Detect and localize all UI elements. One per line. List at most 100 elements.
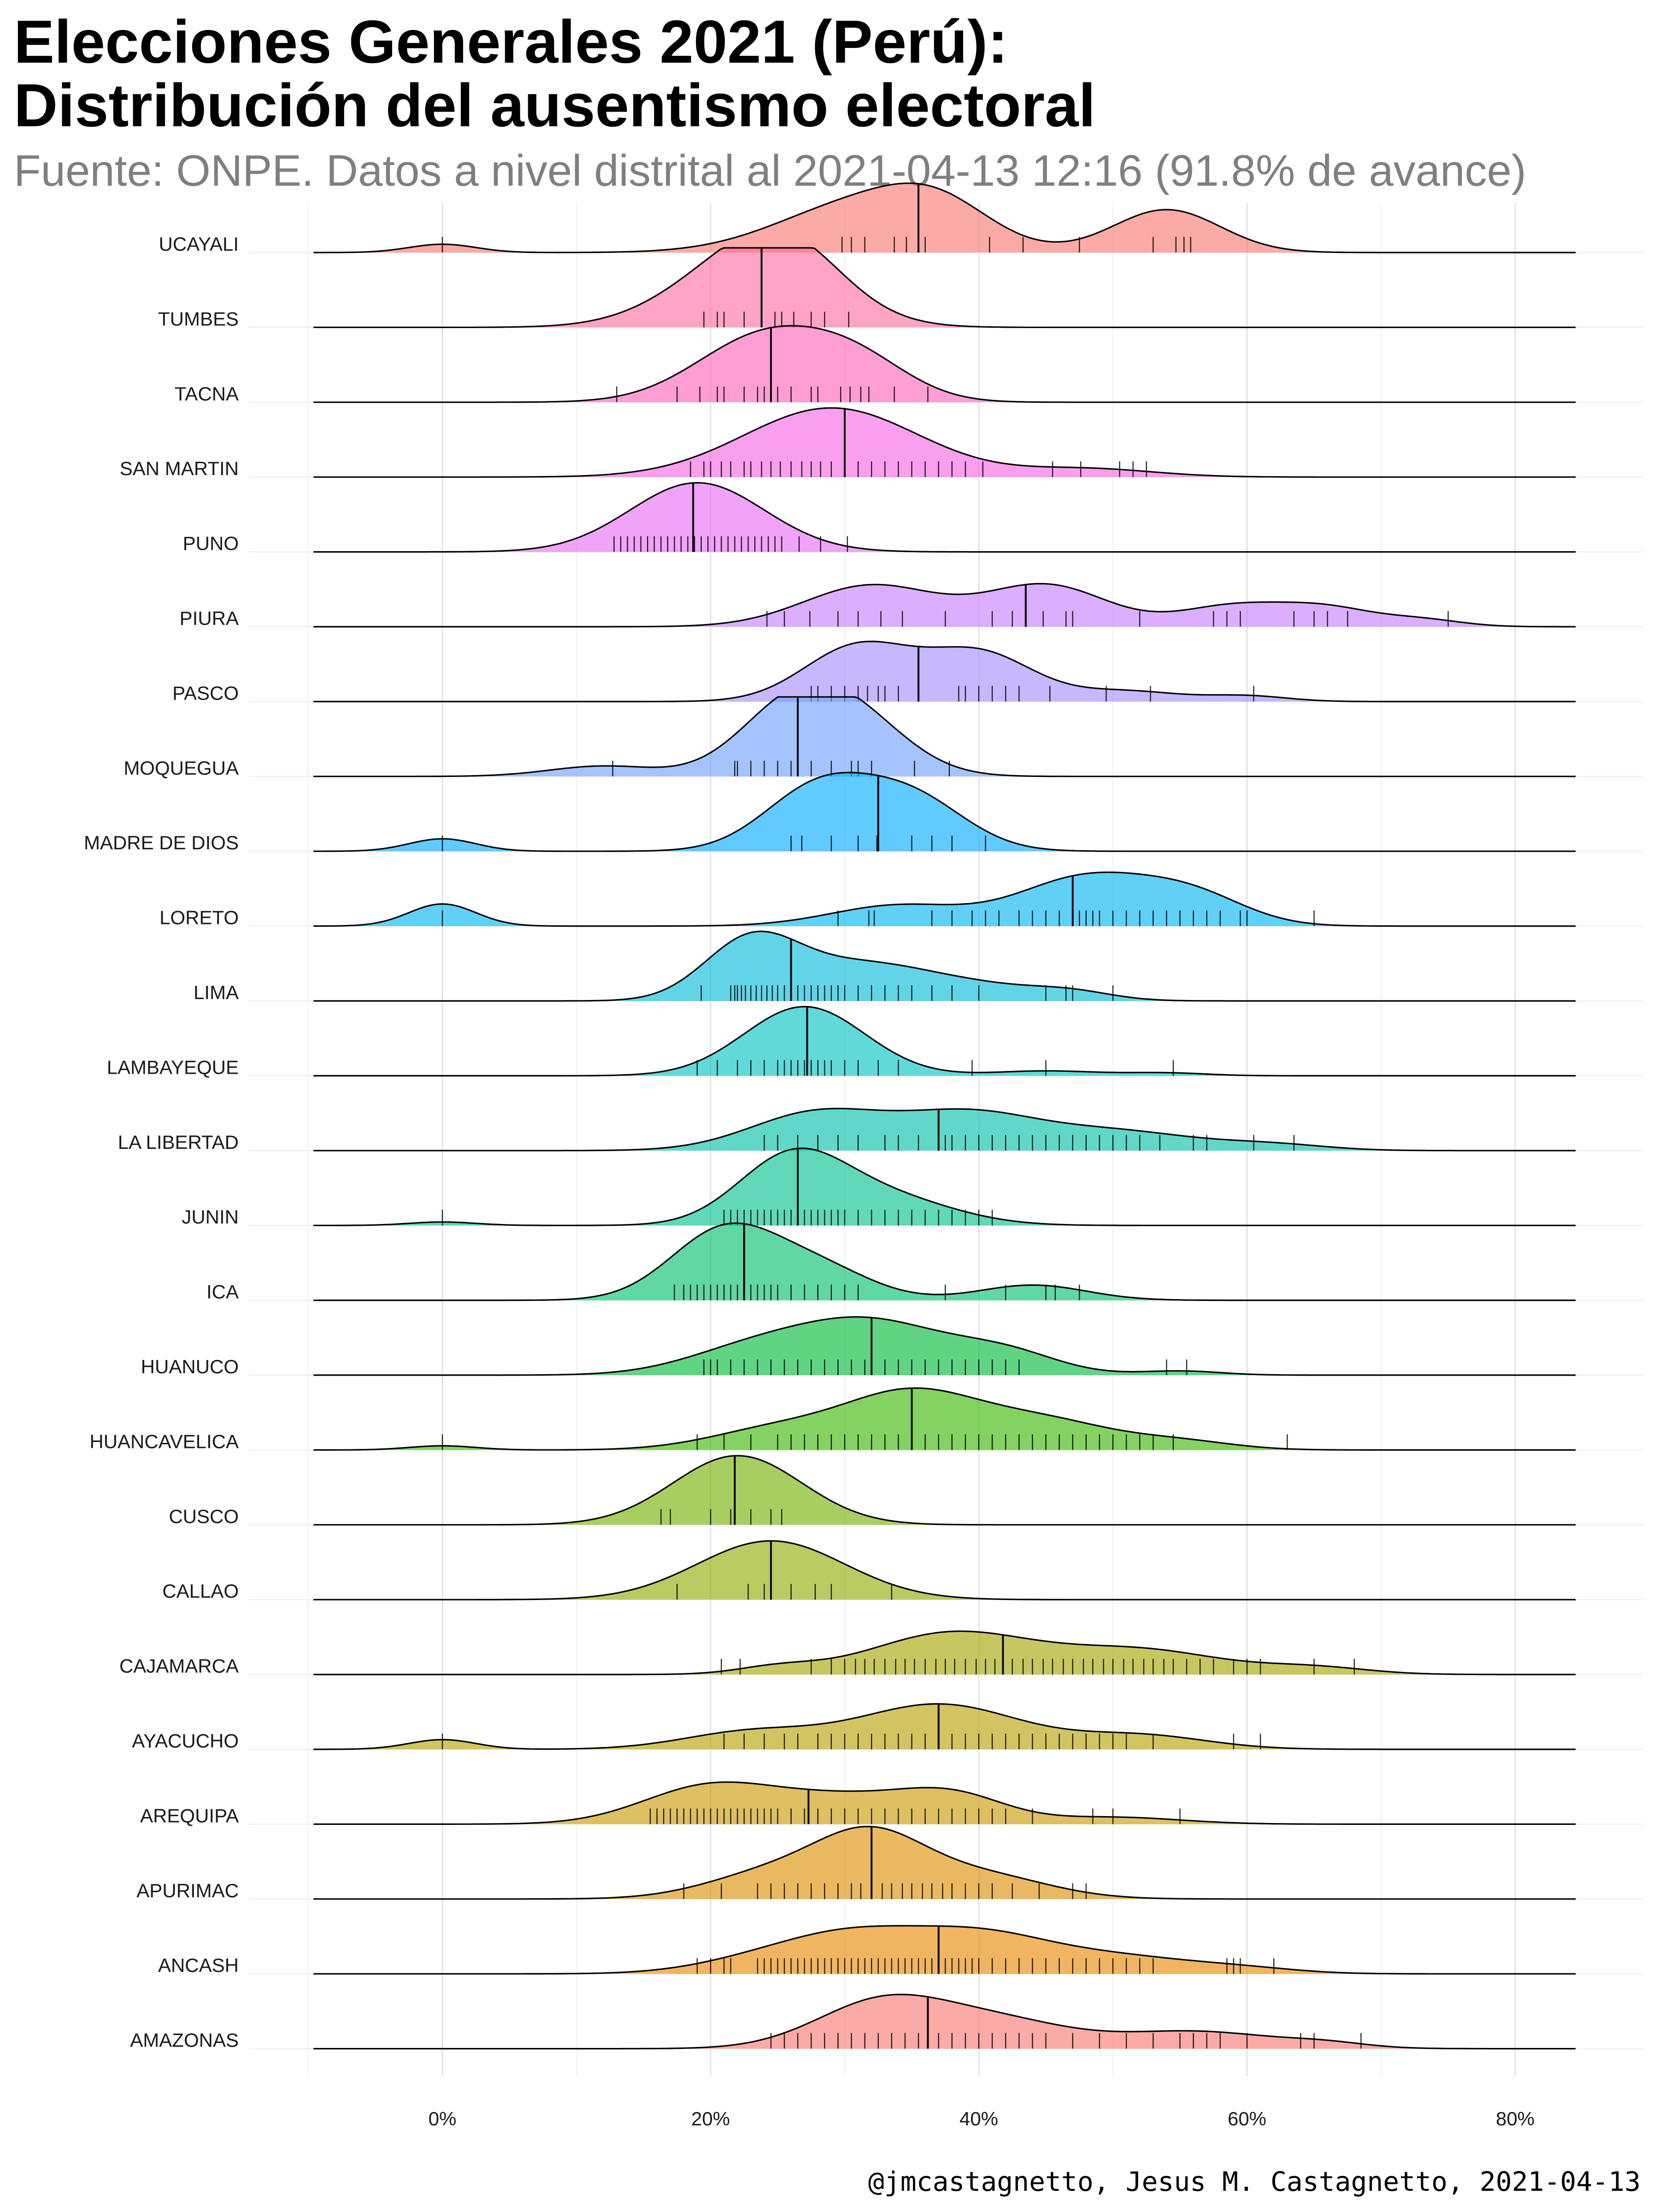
density-area (315, 583, 1576, 627)
density-outline (315, 407, 1576, 478)
density-area (315, 872, 1576, 926)
density-outline (315, 1316, 1576, 1376)
row-label: AREQUIPA (140, 1805, 239, 1826)
density-area (315, 1455, 1576, 1525)
row-label: APURIMAC (136, 1880, 239, 1901)
title-line-1: Elecciones Generales 2021 (Perú): (14, 8, 1008, 76)
density-outline (315, 1925, 1576, 1975)
density-outline (315, 182, 1576, 253)
ridge-cajamarca: CAJAMARCA (119, 1630, 1643, 1677)
row-label: MOQUEGUA (124, 757, 239, 779)
ridge-tumbes: TUMBES (158, 247, 1643, 329)
row-label: HUANUCO (141, 1356, 239, 1377)
ridge-lima: LIMA (194, 930, 1643, 1003)
ridge-cusco: CUSCO (169, 1455, 1643, 1527)
row-label: ICA (206, 1281, 239, 1303)
density-outline (315, 771, 1576, 852)
x-tick-label: 20% (691, 2108, 730, 2130)
density-area (315, 1006, 1576, 1076)
title-line-2: Distribución del ausentismo electoral (14, 71, 1096, 139)
density-outline (315, 696, 1576, 777)
density-area (315, 1704, 1576, 1749)
density-area (315, 247, 1576, 328)
density-area (315, 1108, 1576, 1151)
x-axis: 0% 20% 40% 60% 80% (429, 2108, 1535, 2130)
row-label: AMAZONAS (130, 2030, 239, 2051)
density-outline (315, 1455, 1576, 1526)
density-area (315, 697, 1576, 777)
row-label: LIMA (194, 982, 239, 1003)
row-label: UCAYALI (159, 233, 239, 255)
ridge-lambayeque: LAMBAYEQUE (107, 1006, 1643, 1078)
x-tick-label: 60% (1228, 2108, 1266, 2130)
row-label: SAN MARTIN (120, 458, 239, 479)
ridge-piura: PIURA (180, 582, 1643, 629)
density-area (315, 1388, 1576, 1450)
density-outline (315, 1107, 1576, 1152)
row-label: TUMBES (158, 308, 239, 329)
row-label: PIURA (180, 607, 239, 629)
density-outline (315, 325, 1576, 403)
density-outline (315, 482, 1576, 553)
density-outline (315, 1147, 1576, 1226)
density-area (315, 772, 1576, 852)
ridge-la-libertad: LA LIBERTAD (118, 1107, 1643, 1153)
ridge-ucayali: UCAYALI (159, 182, 1643, 255)
row-label: LORETO (159, 907, 239, 929)
density-area (315, 482, 1576, 552)
x-tick-label: 80% (1496, 2108, 1535, 2130)
ridges: UCAYALI TUMBES TACNA SAN MARTIN PUNO PIURA PAS… (84, 182, 1643, 2051)
ridge-moquegua: MOQUEGUA (124, 696, 1643, 779)
row-label: PASCO (172, 682, 239, 704)
density-outline (315, 1387, 1576, 1451)
density-area (315, 183, 1576, 253)
density-area (315, 1148, 1576, 1226)
ridge-junin: JUNIN (182, 1147, 1643, 1228)
row-label: CUSCO (169, 1506, 239, 1527)
ridgeline-chart: UCAYALI TUMBES TACNA SAN MARTIN PUNO PIURA PAS… (84, 182, 1643, 2130)
density-outline (315, 582, 1576, 628)
density-area (315, 931, 1576, 1001)
density-area (315, 408, 1576, 477)
density-outline (315, 1006, 1576, 1077)
chart-title: Elecciones Generales 2021 (Perú): Distri… (14, 10, 1095, 137)
row-label: TACNA (175, 383, 239, 405)
ridge-ayacucho: AYACUCHO (132, 1703, 1643, 1752)
density-outline (315, 871, 1576, 927)
ridge-puno: PUNO (183, 482, 1643, 554)
ridge-tacna: TACNA (175, 325, 1643, 405)
ridge-huancavelica: HUANCAVELICA (89, 1387, 1643, 1452)
density-area (315, 1994, 1576, 2049)
ridge-san-martin: SAN MARTIN (120, 407, 1643, 479)
density-outline (315, 1630, 1576, 1676)
row-label: HUANCAVELICA (89, 1430, 239, 1452)
x-tick-label: 0% (429, 2108, 457, 2130)
credit-caption: @jmcastagnetto, Jesus M. Castagnetto, 20… (868, 2166, 1641, 2197)
density-outline (315, 930, 1576, 1002)
row-label: PUNO (183, 533, 239, 554)
density-outline (315, 1994, 1576, 2050)
ridge-ica: ICA (206, 1222, 1643, 1303)
density-outline (315, 247, 1576, 328)
x-tick-label: 40% (959, 2108, 998, 2130)
ridge-ancash: ANCASH (158, 1925, 1643, 1976)
density-area (315, 1317, 1576, 1375)
density-outline (315, 1781, 1576, 1825)
row-label: AYACUCHO (132, 1730, 239, 1752)
row-label: CALLAO (162, 1580, 239, 1602)
row-label: CAJAMARCA (119, 1655, 239, 1677)
density-area (315, 1925, 1576, 1974)
density-area (315, 641, 1576, 702)
density-area (315, 1826, 1576, 1899)
row-label: LA LIBERTAD (118, 1131, 239, 1153)
ridge-madre-de-dios: MADRE DE DIOS (84, 771, 1643, 853)
ridge-apurimac: APURIMAC (136, 1825, 1643, 1901)
ridge-callao: CALLAO (162, 1540, 1643, 1602)
row-label: MADRE DE DIOS (84, 832, 239, 853)
density-outline (315, 641, 1576, 702)
ridge-arequipa: AREQUIPA (140, 1781, 1643, 1826)
density-area (315, 1782, 1576, 1824)
density-outline (315, 1703, 1576, 1750)
ridge-amazonas: AMAZONAS (130, 1994, 1643, 2051)
row-label: ANCASH (158, 1954, 239, 1976)
